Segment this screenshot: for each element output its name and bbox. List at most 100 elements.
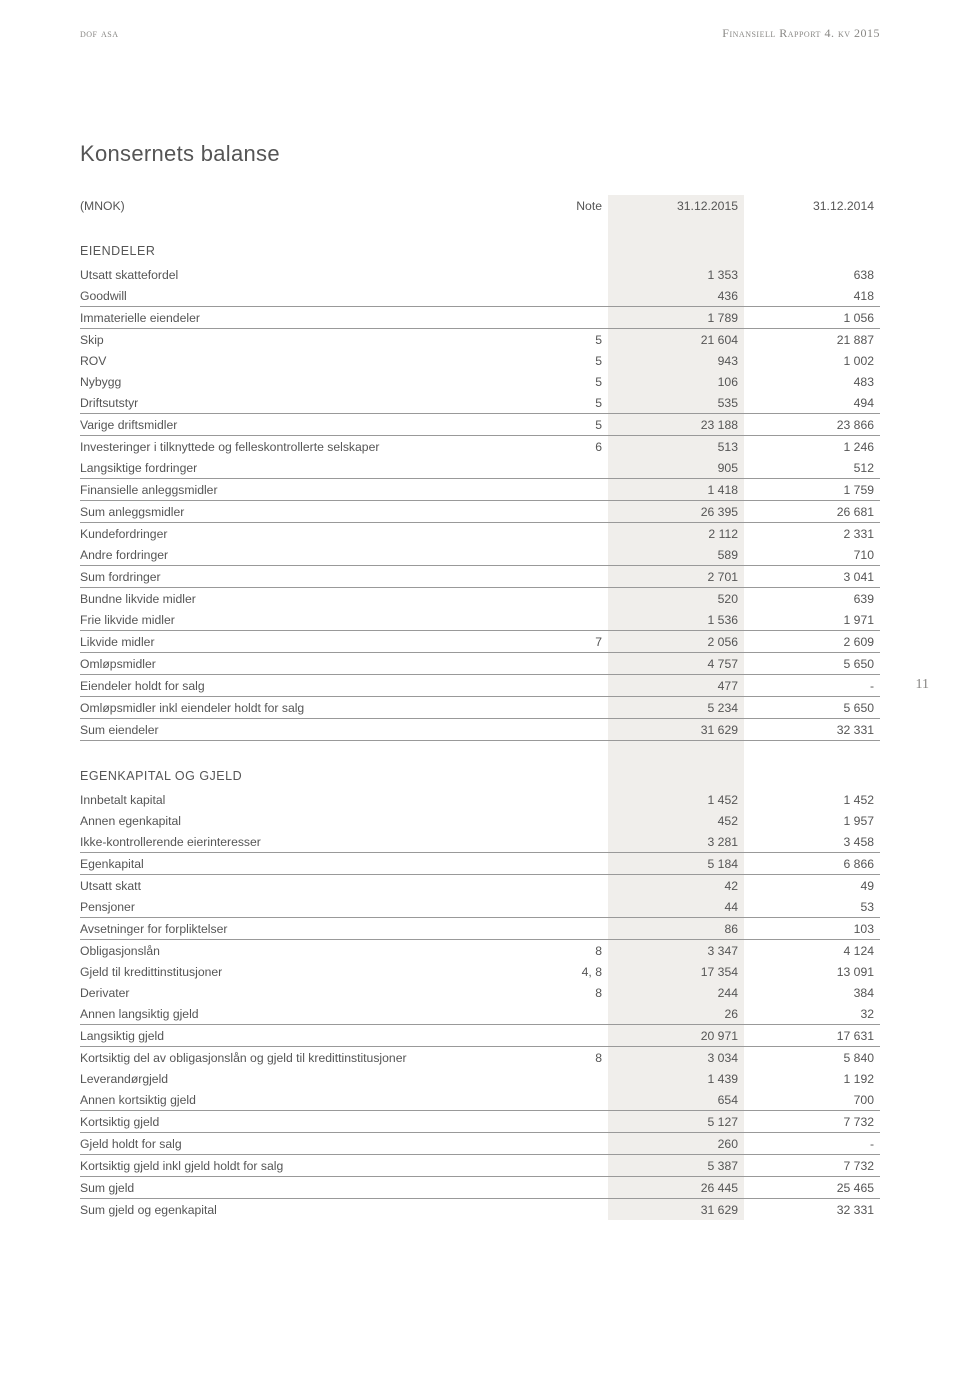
col-label: (MNOK)	[80, 195, 544, 216]
cell: 513	[608, 436, 744, 458]
row-label: Kundefordringer	[80, 523, 544, 545]
cell: 5 650	[744, 697, 880, 719]
row-label: Leverandørgjeld	[80, 1068, 544, 1089]
cell: 639	[744, 588, 880, 610]
cell: 26	[608, 1003, 744, 1025]
row-label: Frie likvide midler	[80, 609, 544, 631]
row-label: Driftsutstyr	[80, 392, 544, 414]
cell: 21 887	[744, 329, 880, 351]
cell: 477	[608, 675, 744, 697]
row-label: Bundne likvide midler	[80, 588, 544, 610]
row-label: Avsetninger for forpliktelser	[80, 917, 544, 939]
row-label: Annen egenkapital	[80, 810, 544, 831]
cell: 244	[608, 982, 744, 1003]
cell: 905	[608, 457, 744, 479]
cell: 1 536	[608, 609, 744, 631]
cell: 1 971	[744, 609, 880, 631]
balance-table: (MNOK) Note 31.12.2015 31.12.2014 EIENDE…	[80, 195, 880, 1220]
cell: 654	[608, 1089, 744, 1111]
cell: 3 458	[744, 831, 880, 853]
cell: 6	[544, 436, 608, 458]
row-label: Omløpsmidler	[80, 653, 544, 675]
cell: 86	[608, 917, 744, 939]
cell: 5 387	[608, 1154, 744, 1176]
cell: 23 866	[744, 414, 880, 436]
cell: 31 629	[608, 1198, 744, 1220]
cell: 520	[608, 588, 744, 610]
cell: 1 452	[744, 789, 880, 810]
cell: 17 354	[608, 961, 744, 982]
cell: 589	[608, 544, 744, 566]
cell: 512	[744, 457, 880, 479]
cell: 1 056	[744, 307, 880, 329]
row-label: ROV	[80, 350, 544, 371]
row-label: Eiendeler holdt for salg	[80, 675, 544, 697]
header-left: dof asa	[80, 26, 119, 41]
cell: 260	[608, 1132, 744, 1154]
cell: 5 184	[608, 852, 744, 874]
cell: 535	[608, 392, 744, 414]
cell: 5	[544, 350, 608, 371]
cell: 3 281	[608, 831, 744, 853]
section-title: EGENKAPITAL OG GJELD	[80, 755, 544, 789]
page-title: Konsernets balanse	[80, 141, 880, 167]
cell: 384	[744, 982, 880, 1003]
cell: 23 188	[608, 414, 744, 436]
row-label: Kortsiktig gjeld inkl gjeld holdt for sa…	[80, 1154, 544, 1176]
col-note: Note	[544, 195, 608, 216]
cell: 26 445	[608, 1176, 744, 1198]
cell: 8	[544, 1046, 608, 1068]
cell: 26 681	[744, 501, 880, 523]
cell: 2 701	[608, 566, 744, 588]
row-label: Sum anleggsmidler	[80, 501, 544, 523]
cell: 7 732	[744, 1110, 880, 1132]
cell: 8	[544, 939, 608, 961]
cell: 3 041	[744, 566, 880, 588]
cell: 5	[544, 371, 608, 392]
row-label: Gjeld til kredittinstitusjoner	[80, 961, 544, 982]
header-right: Finansiell Rapport 4. kv 2015	[722, 26, 880, 41]
cell: 5 650	[744, 653, 880, 675]
col-2015: 31.12.2015	[608, 195, 744, 216]
cell: 53	[744, 896, 880, 918]
row-label: Kortsiktig del av obligasjonslån og gjel…	[80, 1046, 544, 1068]
cell: 17 631	[744, 1024, 880, 1046]
row-label: Sum eiendeler	[80, 719, 544, 741]
cell: 638	[744, 264, 880, 285]
row-label: Immaterielle eiendeler	[80, 307, 544, 329]
cell: 8	[544, 982, 608, 1003]
cell: 1 439	[608, 1068, 744, 1089]
cell: 44	[608, 896, 744, 918]
row-label: Derivater	[80, 982, 544, 1003]
cell: 21 604	[608, 329, 744, 351]
cell: 7	[544, 631, 608, 653]
cell: 1 789	[608, 307, 744, 329]
cell: 26 395	[608, 501, 744, 523]
cell: 943	[608, 350, 744, 371]
row-label: Andre fordringer	[80, 544, 544, 566]
row-label: Pensjoner	[80, 896, 544, 918]
row-label: Gjeld holdt for salg	[80, 1132, 544, 1154]
cell: 1 002	[744, 350, 880, 371]
cell: 436	[608, 285, 744, 307]
cell: 1 957	[744, 810, 880, 831]
cell: 710	[744, 544, 880, 566]
cell: 32 331	[744, 719, 880, 741]
row-label: Nybygg	[80, 371, 544, 392]
cell: 1 452	[608, 789, 744, 810]
row-label: Innbetalt kapital	[80, 789, 544, 810]
cell: 1 192	[744, 1068, 880, 1089]
cell: 49	[744, 874, 880, 896]
cell: 2 112	[608, 523, 744, 545]
row-label: Langsiktige fordringer	[80, 457, 544, 479]
cell: 1 418	[608, 479, 744, 501]
cell: 6 866	[744, 852, 880, 874]
cell: 700	[744, 1089, 880, 1111]
cell: 5 127	[608, 1110, 744, 1132]
cell: 5	[544, 414, 608, 436]
cell: 1 759	[744, 479, 880, 501]
cell: 4, 8	[544, 961, 608, 982]
col-2014: 31.12.2014	[744, 195, 880, 216]
row-label: Langsiktig gjeld	[80, 1024, 544, 1046]
cell: 2 056	[608, 631, 744, 653]
